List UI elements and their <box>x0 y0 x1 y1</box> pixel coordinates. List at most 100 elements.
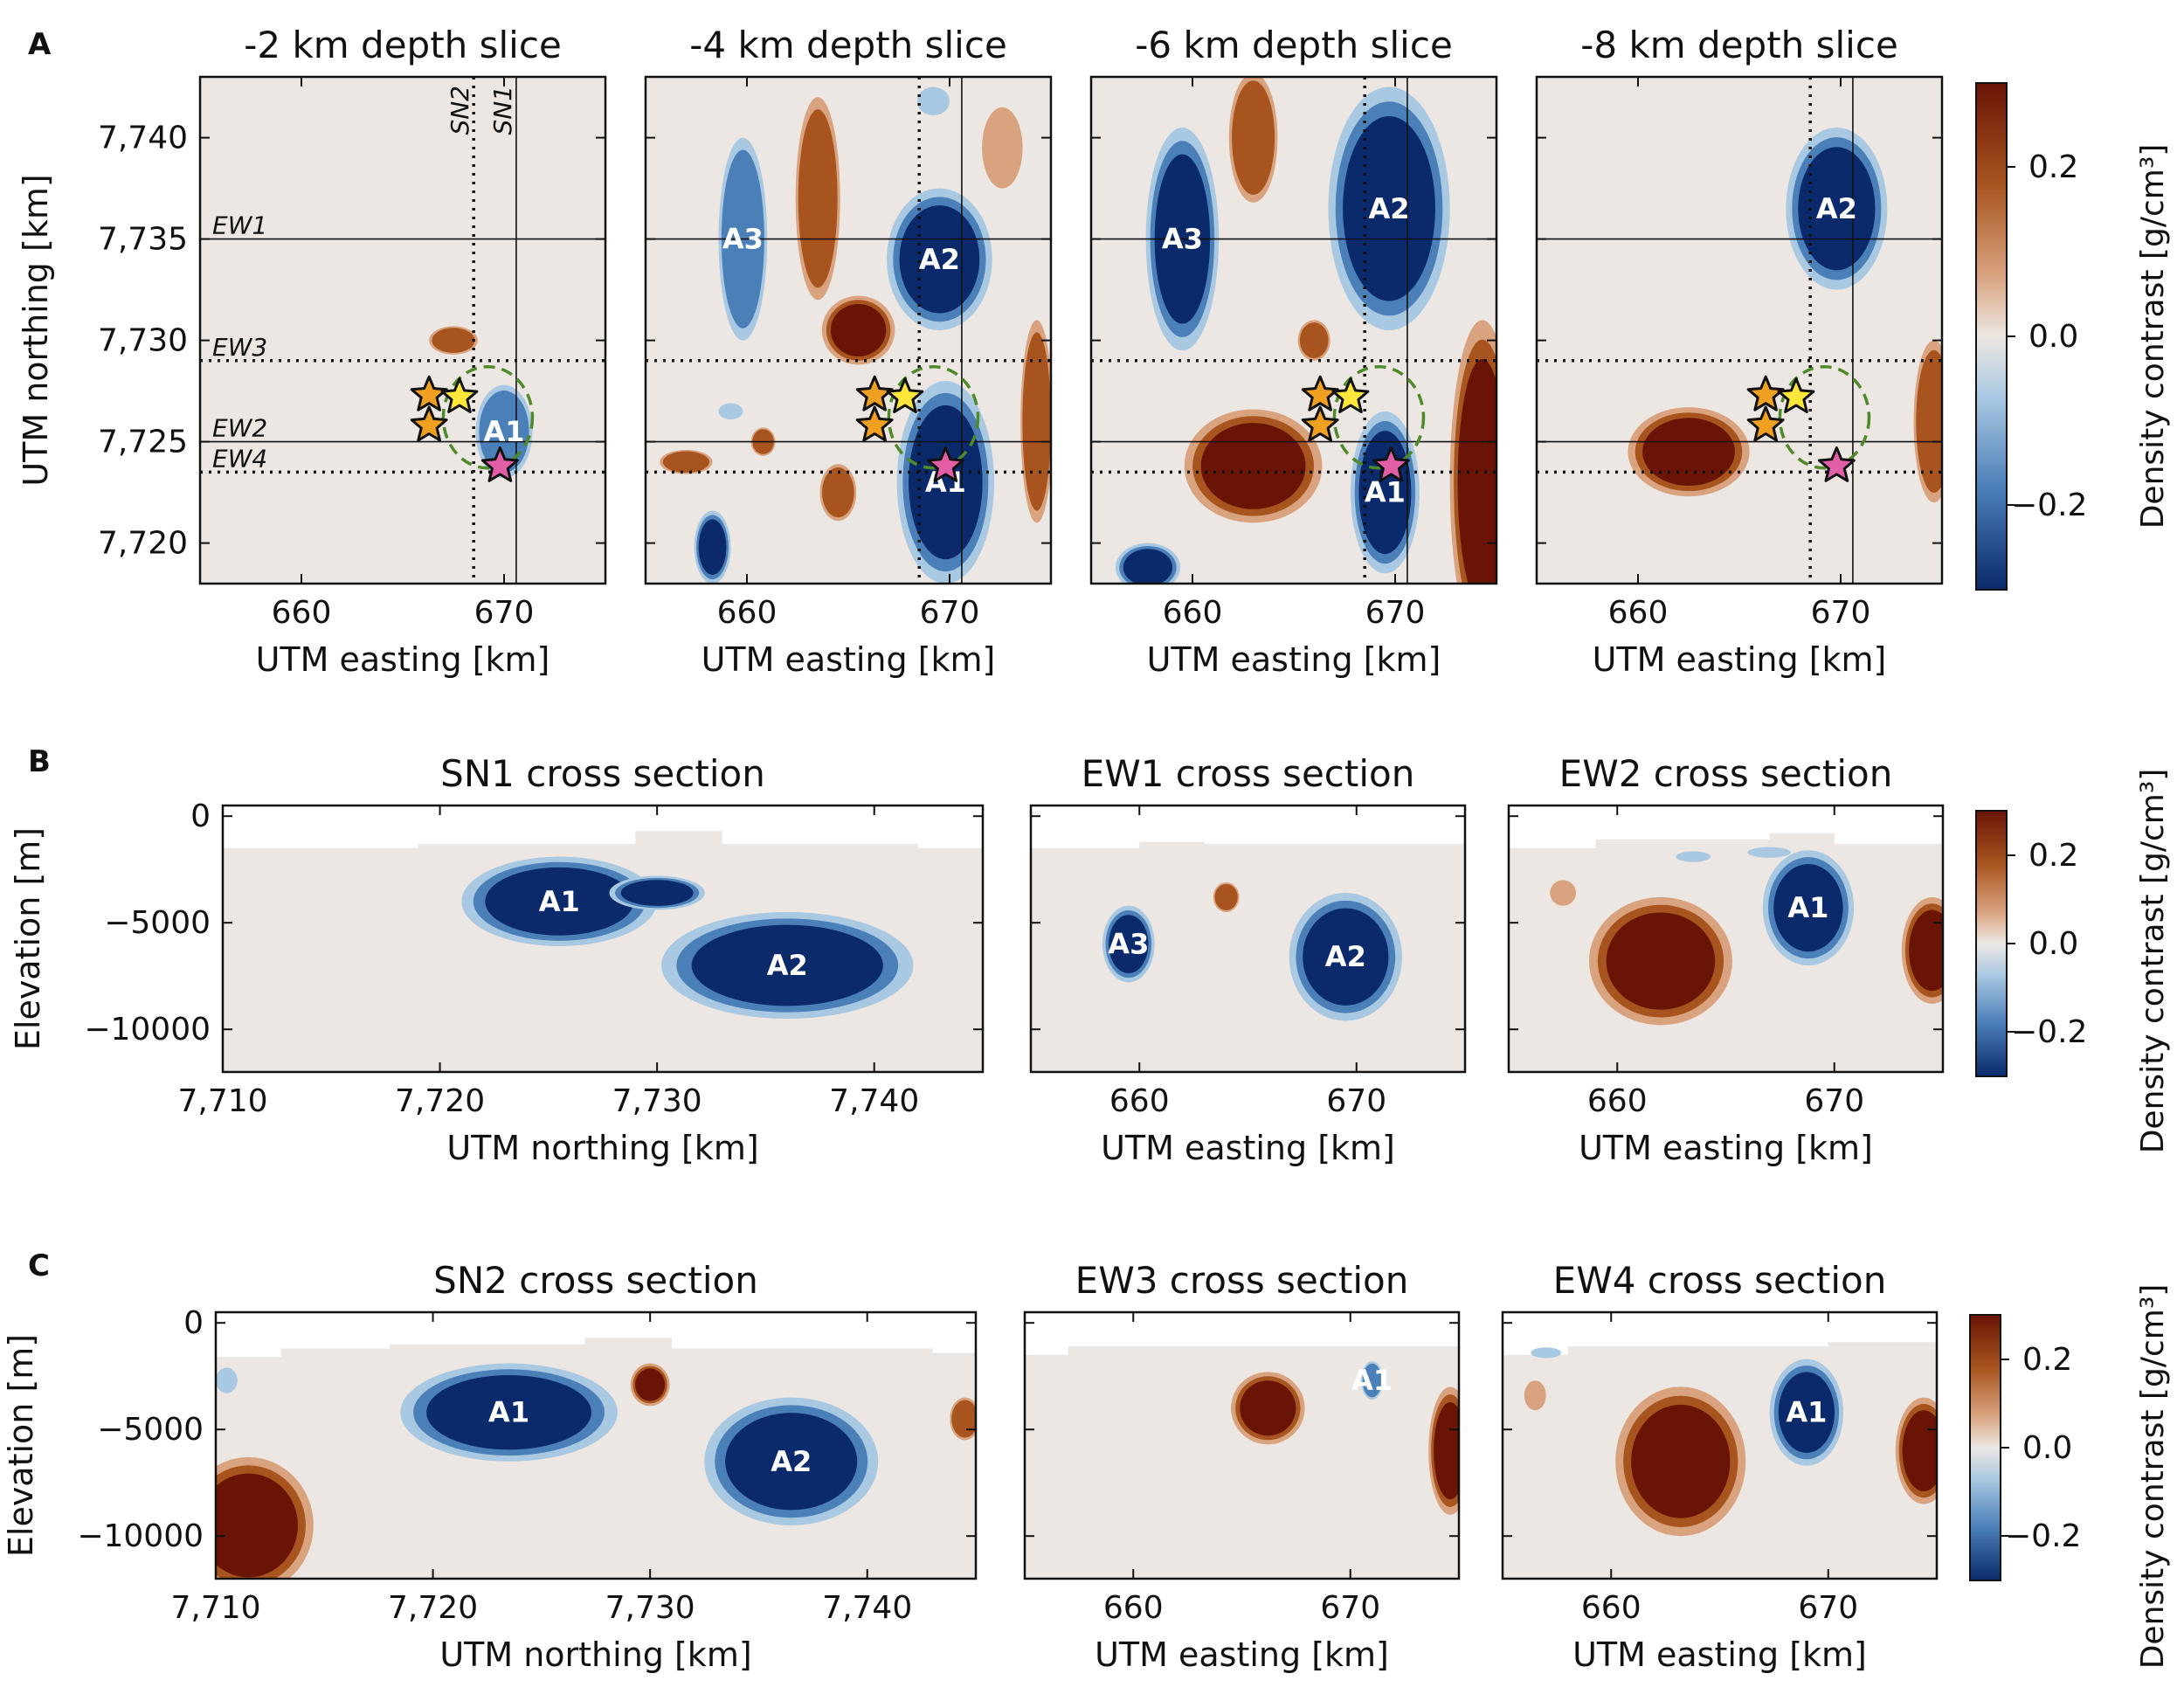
x-axis-label: UTM northing [km] <box>439 1635 751 1674</box>
positive-anomaly-core <box>1302 324 1327 356</box>
subplot-area: A1 <box>1509 806 1943 1072</box>
anomaly-label: A1 <box>1351 1364 1393 1397</box>
subplot-title: -4 km depth slice <box>689 24 1007 66</box>
axes-frame <box>1029 804 1467 1074</box>
negative-anomaly-core <box>1109 915 1149 973</box>
x-tick-label: 670 <box>920 595 980 631</box>
anomaly-label: A2 <box>1325 940 1366 973</box>
x-tick-label: 7,720 <box>388 1590 478 1626</box>
subplot-area: A1 <box>1025 1312 1459 1579</box>
negative-anomaly-core <box>485 867 634 936</box>
subplot-title: SN1 cross section <box>440 752 765 795</box>
x-tick-label: 7,730 <box>605 1590 695 1626</box>
anomaly-label: A2 <box>1816 192 1857 225</box>
x-tick-label: 7,710 <box>170 1590 260 1626</box>
positive-anomaly-halo <box>982 107 1023 189</box>
anomaly-label: A3 <box>1162 223 1203 256</box>
y-tick-label: 0 <box>190 799 211 834</box>
colorbar-b: 0.2 0.0 −0.2 Density contrast [g/cm³] <box>1975 769 2171 1153</box>
subplot-title: EW2 cross section <box>1559 752 1893 795</box>
y-tick-label: 0 <box>183 1305 204 1341</box>
x-axis-label: UTM easting [km] <box>1579 1129 1873 1167</box>
subplot-title: SN2 cross section <box>433 1259 758 1302</box>
x-axis-label: UTM northing [km] <box>446 1129 758 1167</box>
colorbar-b-tick-label: 0.2 <box>2028 838 2078 874</box>
axes-frame <box>1089 75 1498 585</box>
x-tick-label: 7,710 <box>177 1083 267 1119</box>
yellow-star-marker <box>1777 377 1815 413</box>
x-axis-label: UTM easting [km] <box>1593 640 1887 679</box>
anomaly-label: A2 <box>771 1445 812 1478</box>
positive-anomaly-core <box>824 470 853 515</box>
profile-line-label: SN2 <box>446 86 474 135</box>
subplot-ew2-cross-section: A1 660 670 EW2 cross section UTM easting [km… <box>1507 752 1945 1167</box>
x-tick-label: 7,720 <box>395 1083 485 1119</box>
x-tick-label: 660 <box>1608 595 1669 631</box>
negative-anomaly-body <box>1362 1363 1382 1398</box>
colorbar-c-tick-label: 0.0 <box>2022 1430 2072 1466</box>
positive-anomaly-body <box>662 451 709 474</box>
orange-star-marker <box>1301 405 1339 442</box>
orange-star-marker <box>410 405 448 442</box>
subplot-area: A3 A2 <box>1031 806 1465 1072</box>
x-axis-label: UTM easting [km] <box>1095 1635 1389 1674</box>
profile-line-label: SN1 <box>488 86 517 135</box>
pink-star-marker <box>1372 446 1410 482</box>
positive-anomaly-body <box>432 328 475 353</box>
subplot-background <box>1537 77 1942 584</box>
subplot-sn2-cross-section: A1 A2 7,710 7,720 7,730 7,740 0 −5000 −10000 SN2 … <box>2 1259 978 1674</box>
yellow-star-marker <box>886 377 924 413</box>
positive-anomaly-core <box>830 304 887 356</box>
negative-anomaly-core <box>909 405 983 560</box>
x-axis-label: UTM easting [km] <box>1101 1129 1395 1167</box>
colorbar-c-gradient <box>1969 1314 2001 1581</box>
negative-anomaly-core <box>1343 116 1435 301</box>
positive-anomaly-body <box>1022 332 1051 511</box>
x-tick-label: 660 <box>1163 595 1223 631</box>
anomaly-label: A1 <box>1787 891 1828 924</box>
y-tick-label: −5000 <box>104 905 211 941</box>
y-tick-label: −10000 <box>77 1518 204 1554</box>
y-tick-label: 7,725 <box>98 425 188 460</box>
subplot-title: EW3 cross section <box>1075 1259 1409 1302</box>
x-axis-label: UTM easting [km] <box>1147 640 1441 679</box>
panel-letter-b: B <box>28 744 51 779</box>
x-tick-label: 7,730 <box>612 1083 702 1119</box>
positive-anomaly-core <box>1200 423 1306 509</box>
y-tick-label: 7,730 <box>98 323 188 359</box>
subplot-area: A1 A2 <box>216 1312 976 1579</box>
positive-anomaly-core <box>800 121 835 276</box>
positive-anomaly-core <box>1457 358 1496 584</box>
pink-star-marker <box>1817 446 1856 482</box>
orange-star-marker <box>855 375 894 411</box>
y-tick-label: 7,740 <box>98 121 188 156</box>
colorbar-b-tick-label: 0.0 <box>2028 926 2078 962</box>
colorbar-b-tick-label: −0.2 <box>2011 1014 2087 1050</box>
x-tick-label: 660 <box>1587 1083 1648 1119</box>
anomaly-label: A1 <box>488 1396 529 1429</box>
subplot-title: -6 km depth slice <box>1135 24 1453 66</box>
dashed-outline <box>441 365 535 470</box>
dashed-outline <box>887 365 980 470</box>
dashed-outline <box>1332 365 1426 470</box>
positive-anomaly-core <box>635 1368 666 1401</box>
model-domain <box>1025 1346 1459 1579</box>
axes-frame <box>1535 75 1944 585</box>
x-tick-label: 670 <box>474 595 535 631</box>
y-tick-label: 7,720 <box>98 526 188 562</box>
orange-star-marker <box>410 375 448 411</box>
orange-star-marker <box>855 405 894 442</box>
axes-frame <box>214 1310 978 1580</box>
pink-star-marker <box>480 446 519 482</box>
positive-anomaly-core <box>1909 909 1943 992</box>
negative-anomaly-core <box>1778 1372 1835 1454</box>
anomaly-label: A3 <box>722 223 764 256</box>
subplot-title: -2 km depth slice <box>244 24 562 66</box>
colorbar-a-tick-label: 0.2 <box>2028 149 2078 185</box>
x-tick-label: 670 <box>1320 1590 1380 1626</box>
positive-anomaly-halo <box>1524 1380 1546 1411</box>
positive-anomaly-core <box>216 1473 298 1578</box>
